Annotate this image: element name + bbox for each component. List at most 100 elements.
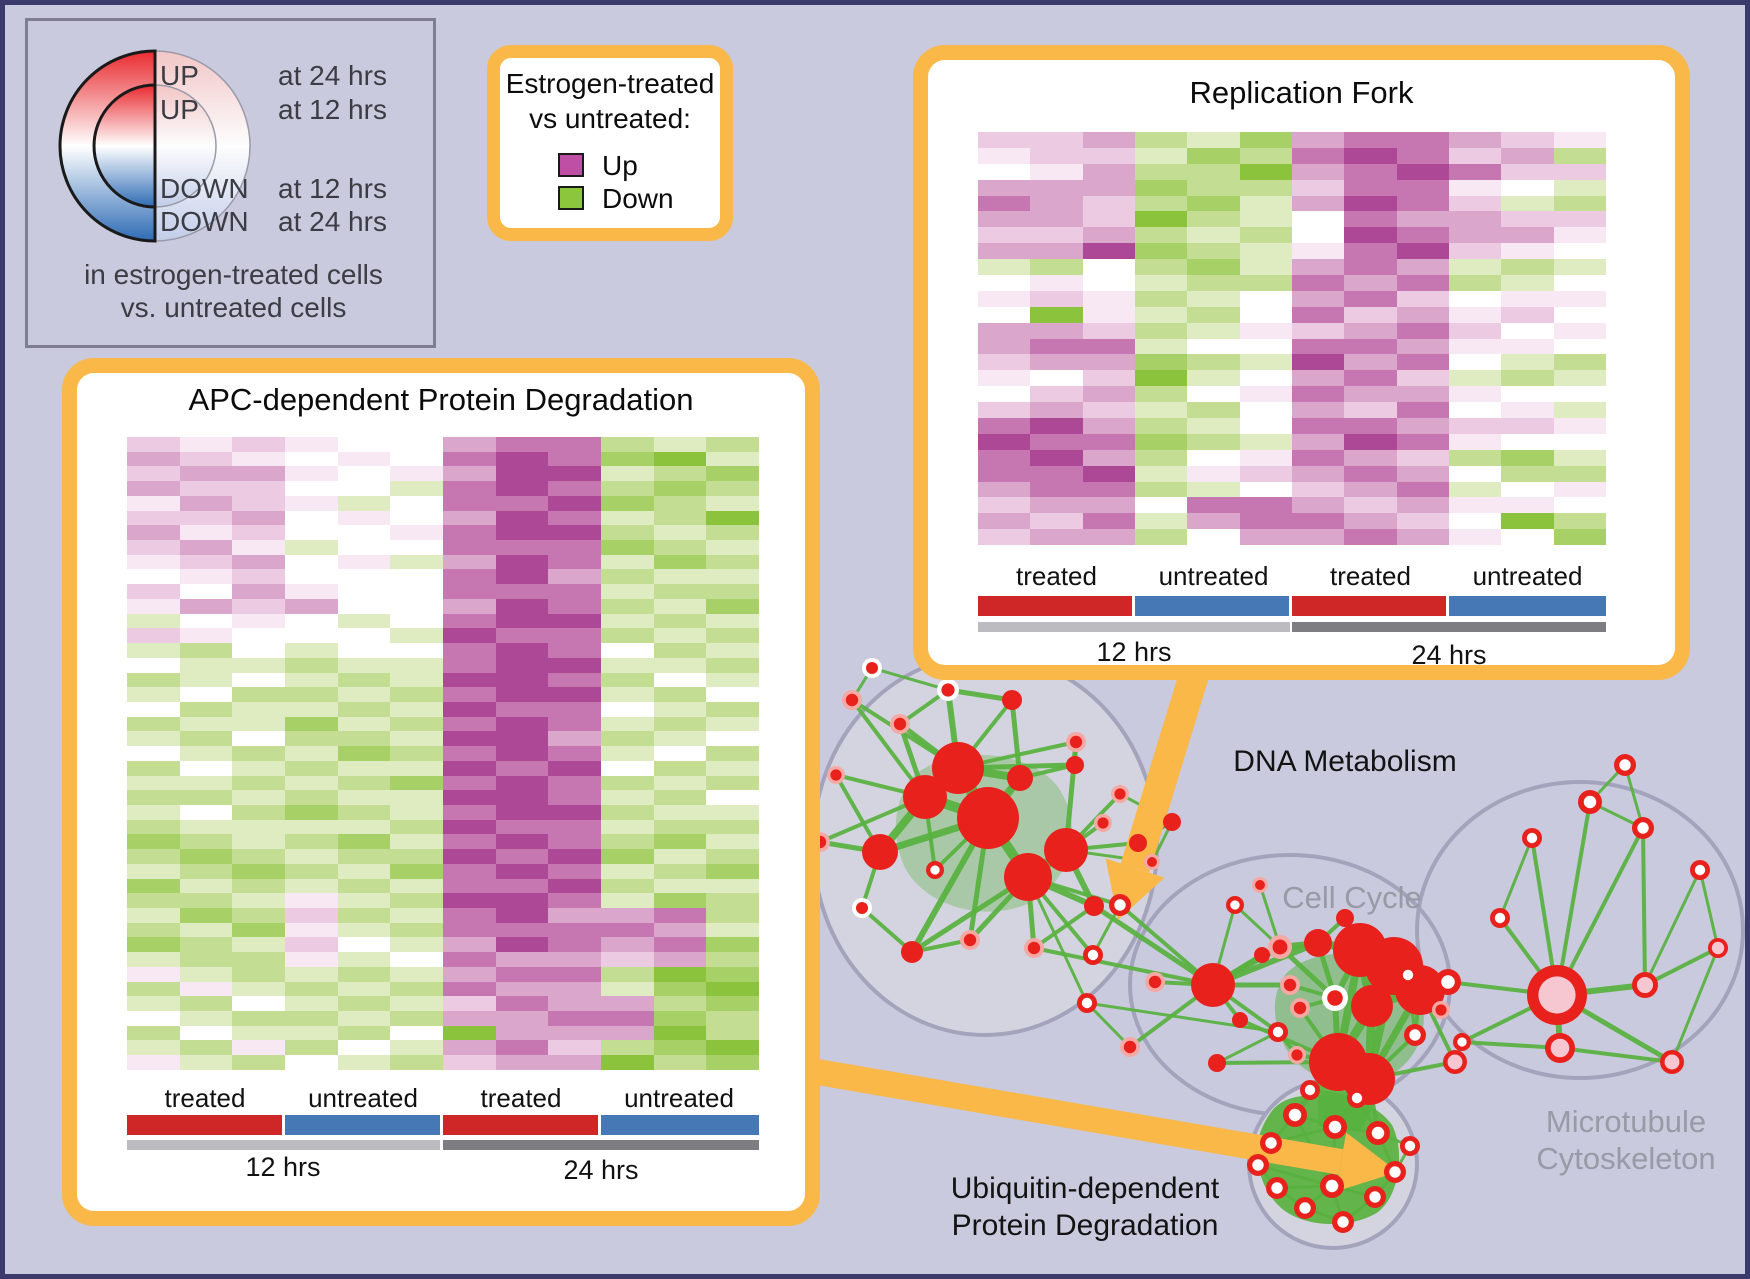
heatmap-cell [1501,529,1554,546]
heatmap-cell [1291,418,1345,434]
heatmap-cell [601,628,654,644]
heatmap-row [127,701,760,717]
heatmap-row [127,1011,760,1026]
heatmap-cell [443,613,496,629]
heatmap-cell [548,525,602,541]
heatmap-cell [1396,513,1449,530]
apc-group-label-2: untreated [308,1083,418,1113]
heatmap-cell [443,760,496,776]
heatmap-cell [706,495,760,511]
heatmap-cell [706,760,760,776]
heatmap-cell [1553,322,1606,339]
heatmap-cell [1344,465,1397,482]
heatmap-cell [1291,338,1345,355]
heatmap-cell [706,819,760,835]
heatmap-cell [601,834,654,850]
heatmap-row [127,584,760,599]
heatmap-cell [1291,497,1345,514]
heatmap-cell [443,657,496,673]
heatmap-cell [653,584,707,599]
network-node-core [1325,1179,1339,1193]
heatmap-row [127,687,760,702]
heatmap-cell [390,834,444,850]
heatmap-row [978,449,1606,466]
heatmap-cell [1501,322,1554,339]
heatmap-cell [1187,322,1240,339]
network-edge [1092,903,1215,988]
heatmap-cell [232,481,286,496]
heatmap-cell [337,643,391,658]
heatmap-cell [1239,402,1292,419]
heatmap-row [127,1025,760,1041]
heatmap-cell [443,952,496,967]
heatmap-cell [1344,306,1397,323]
legend-up-24-time: at 24 hrs [278,60,387,91]
heatmap-cell [390,937,444,953]
heatmap-cell [1239,275,1292,291]
heatmap-row [127,598,760,614]
heatmap-cell [232,495,286,511]
up-swatch [558,153,584,177]
heatmap-row [127,628,760,644]
heatmap-cell [1030,418,1083,434]
heatmap-row [127,790,760,805]
heatmap-cell [1396,322,1449,339]
heatmap-cell [285,554,338,570]
heatmap-cell [978,227,1031,244]
heatmap-cell [443,554,496,570]
heatmap-cell [127,952,180,967]
heatmap-cell [1187,354,1240,371]
network-edge [1698,869,1720,949]
heatmap-cell [1291,195,1345,212]
heatmap-cell [127,687,180,702]
heatmap-cell [127,819,180,835]
heatmap-cell [1448,275,1502,291]
heatmap-cell [1448,433,1502,450]
heatmap-cell [601,525,654,541]
heatmap-cell [1030,243,1083,260]
heatmap-cell [285,687,338,702]
heatmap-cell [1553,147,1606,164]
heatmap-cell [127,760,180,776]
heatmap-row [978,529,1606,546]
heatmap-cell [706,569,760,585]
heatmap-cell [337,760,391,776]
heatmap-cell [1396,163,1449,180]
heatmap-cell [127,922,180,938]
heatmap-cell [495,437,549,452]
heatmap-cell [285,1011,338,1026]
heatmap-cell [1187,497,1240,514]
heatmap-cell [443,819,496,835]
heatmap-cell [390,451,444,467]
heatmap-cell [390,437,444,452]
heatmap-cell [1030,195,1083,212]
heatmap-cell [1134,418,1188,434]
heatmap-cell [1030,513,1083,530]
heatmap-cell [1239,481,1292,498]
heatmap-cell [978,433,1031,450]
heatmap-cell [495,996,549,1012]
heatmap-cell [653,540,707,555]
network-node-core [1147,857,1157,867]
heatmap-cell [1134,370,1188,387]
heatmap-row [127,657,760,673]
heatmap-cell [1291,306,1345,323]
network-node-core [1283,978,1297,992]
heatmap-cell [1501,259,1554,276]
heatmap-cell [601,584,654,599]
heatmap-cell [1344,132,1397,148]
heatmap-cell [978,163,1031,180]
heatmap-cell [1344,529,1397,546]
heatmap-cell [1291,147,1345,164]
heatmap-cell [390,466,444,482]
heatmap-cell [548,966,602,982]
heatmap-cell [285,510,338,526]
heatmap-cell [495,525,549,541]
heatmap-cell [443,863,496,879]
heatmap-cell [548,804,602,820]
heatmap-cell [1344,211,1397,228]
heatmap-cell [706,687,760,702]
heatmap-cell [390,569,444,585]
heatmap-cell [337,908,391,923]
heatmap-cell [443,1040,496,1056]
